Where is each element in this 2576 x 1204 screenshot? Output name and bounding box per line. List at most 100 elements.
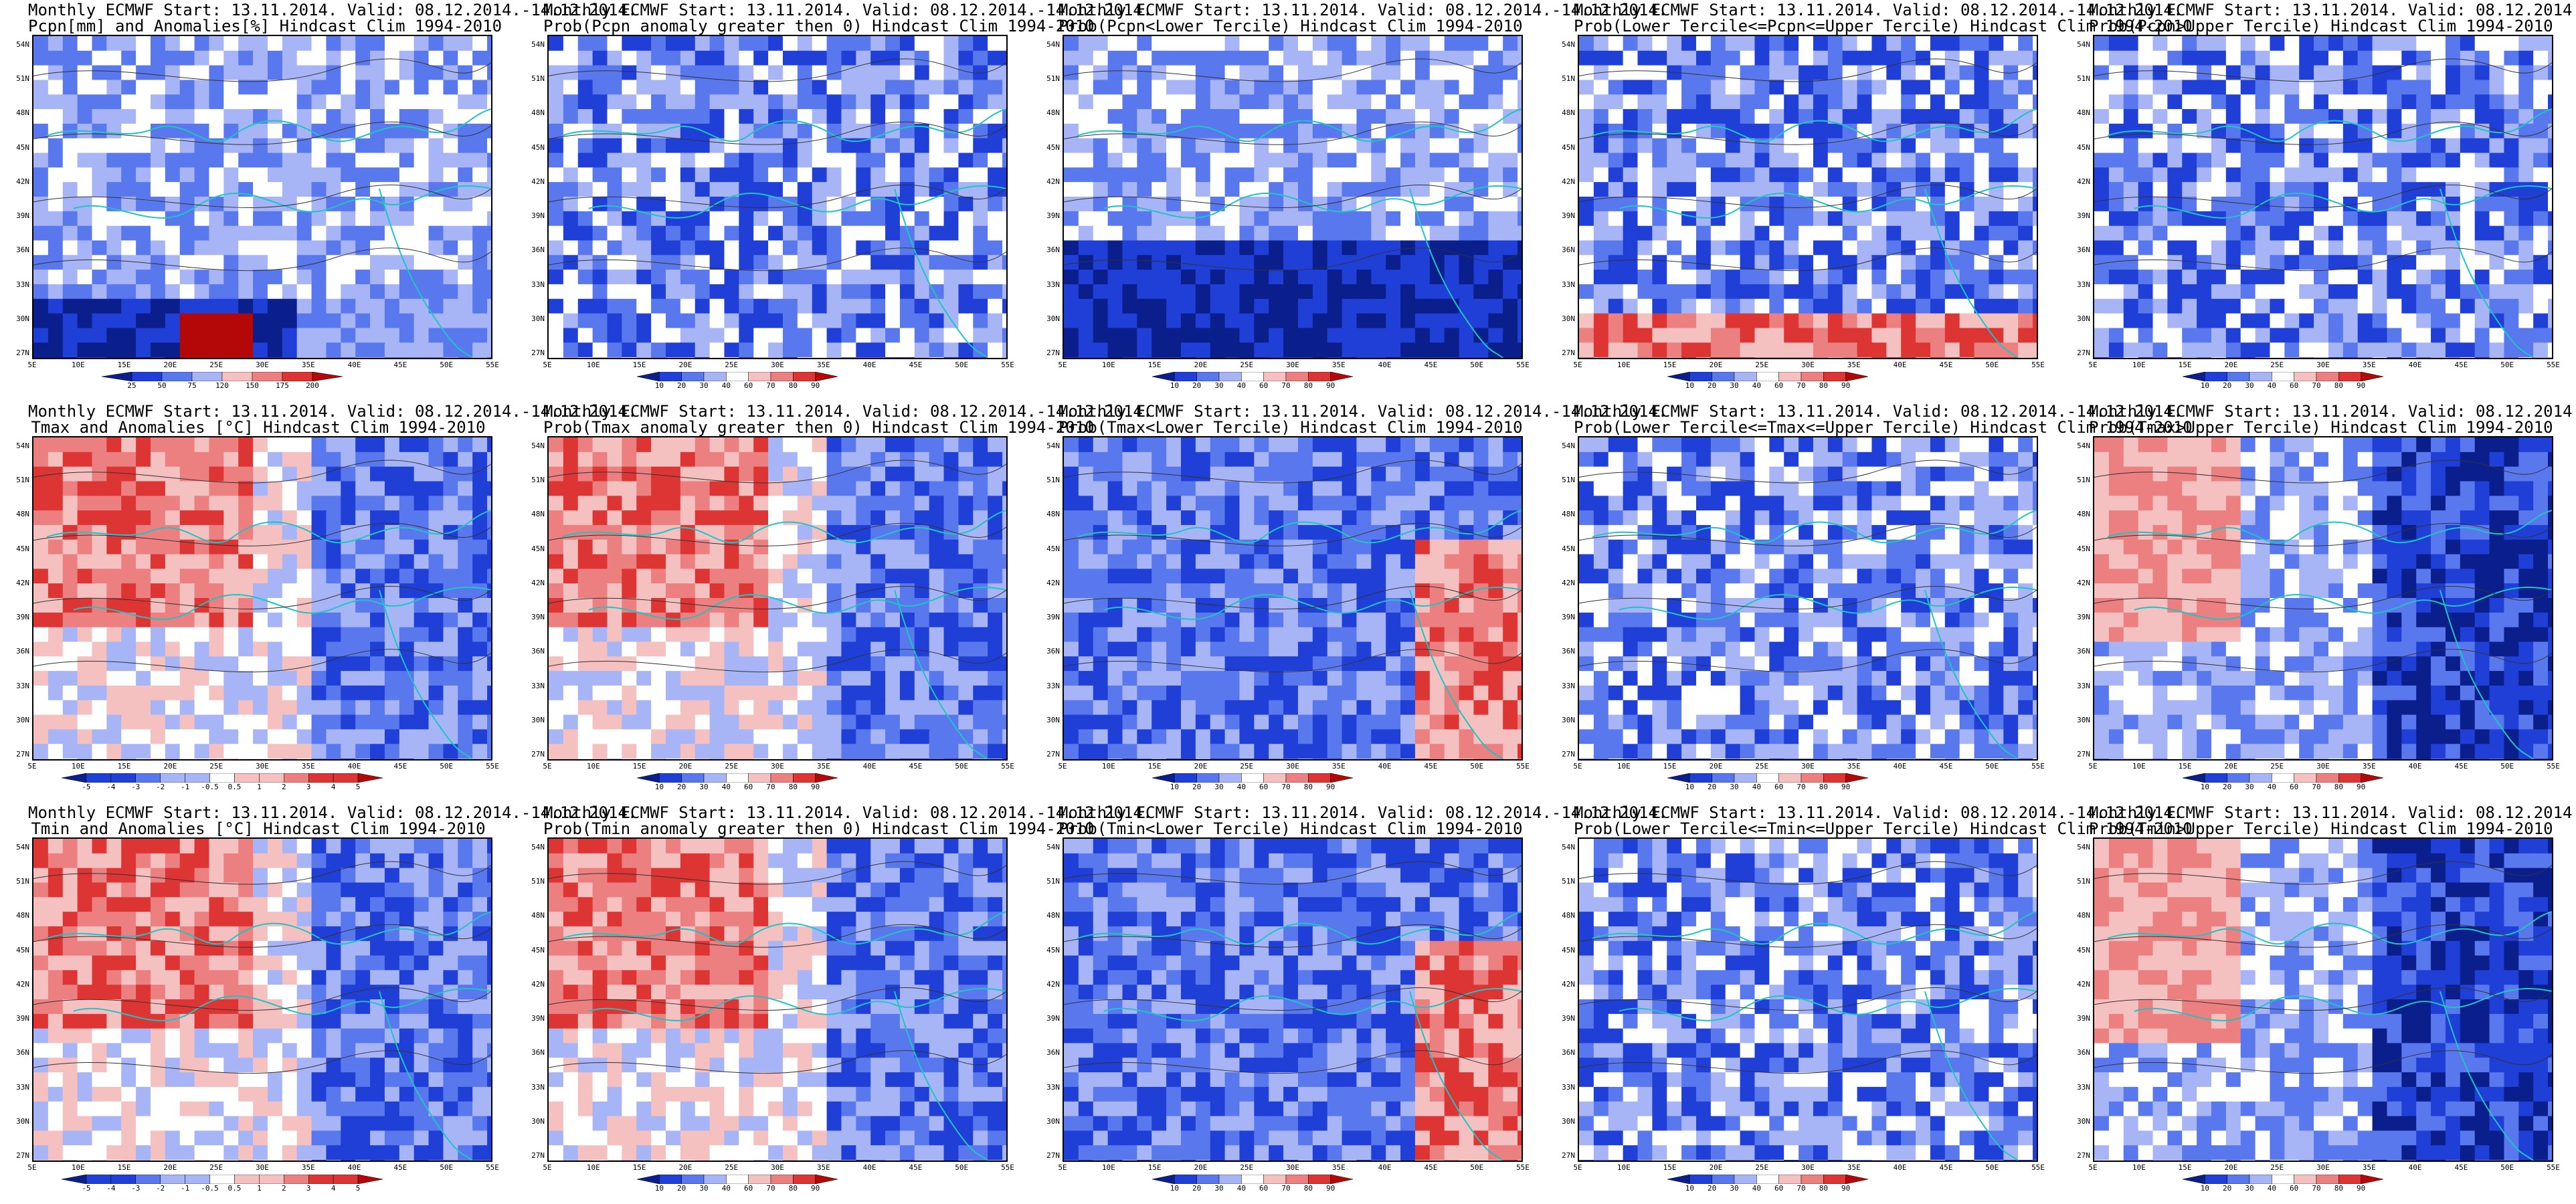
field-cell <box>2270 153 2286 169</box>
field-cell <box>1593 255 1609 271</box>
field-cell <box>194 729 210 745</box>
field-cell <box>2225 36 2241 52</box>
field-cell <box>2387 270 2403 285</box>
field-cell <box>472 554 488 570</box>
field-cell <box>1444 167 1460 183</box>
field-cell <box>1842 328 1858 344</box>
field-cell <box>1989 284 2005 300</box>
field-cell <box>1152 94 1168 110</box>
field-cell <box>1166 298 1182 314</box>
field-cell <box>384 342 400 358</box>
field-cell <box>943 284 959 300</box>
field-cell <box>2211 284 2227 300</box>
field-cell <box>428 328 444 344</box>
field-cell <box>607 524 623 540</box>
field-cell <box>1122 65 1138 81</box>
field-cell <box>2548 109 2552 124</box>
field-cell <box>2018 167 2034 183</box>
field-cell <box>1517 225 1522 241</box>
field-cell <box>1195 313 1211 329</box>
field-cell <box>413 569 430 585</box>
field-cell <box>1254 328 1270 344</box>
field-cell <box>136 539 151 555</box>
field-cell <box>267 153 283 169</box>
field-cell <box>1371 138 1387 154</box>
field-cell <box>384 466 400 482</box>
field-cell <box>1210 211 1226 227</box>
field-cell <box>1799 240 1814 256</box>
field-cell <box>296 627 312 643</box>
field-cell <box>1857 109 1873 124</box>
field-cell <box>753 313 769 329</box>
field-cell <box>563 225 579 241</box>
field-cell <box>768 539 784 555</box>
field-cell <box>797 153 813 169</box>
field-cell <box>1122 240 1138 256</box>
field-cell <box>2474 182 2490 197</box>
field-cell <box>223 225 240 241</box>
field-cell <box>223 466 240 482</box>
field-cell <box>1886 270 1902 285</box>
field-cell <box>326 510 342 526</box>
field-cell <box>856 328 872 344</box>
field-cell <box>355 612 371 628</box>
field-cell <box>296 123 312 139</box>
field-cell <box>1813 80 1829 96</box>
field-cell <box>1488 284 1504 300</box>
field-cell <box>988 466 1004 482</box>
field-cell <box>1327 240 1343 256</box>
field-cell <box>2108 225 2124 241</box>
field-cell <box>1652 328 1668 344</box>
field-cell <box>370 357 385 358</box>
field-cell <box>1784 298 1800 314</box>
field-cell <box>472 569 488 585</box>
colorbar-label: 10 <box>1685 381 1694 390</box>
field-cell <box>1710 36 1726 52</box>
field-cell <box>267 452 283 468</box>
field-cell <box>577 255 593 271</box>
colorbar-label: 20 <box>677 381 686 390</box>
field-cell <box>399 357 415 358</box>
field-cell <box>841 342 857 358</box>
field-cell <box>399 612 415 628</box>
coastline <box>2107 108 2552 358</box>
field-cell <box>2167 80 2183 96</box>
field-cell <box>62 714 78 730</box>
field-cell <box>1871 94 1888 110</box>
field-cell <box>973 284 989 300</box>
field-cell <box>1093 182 1109 197</box>
field-cell <box>179 65 195 81</box>
field-cell <box>2518 50 2535 66</box>
field-cell <box>592 211 608 227</box>
field-cell <box>282 714 298 730</box>
field-cell <box>1488 342 1504 358</box>
field-cell <box>958 167 974 183</box>
field-cell <box>2197 211 2212 227</box>
field-cell <box>929 109 945 124</box>
field-cell <box>209 496 225 512</box>
field-cell <box>1386 328 1402 344</box>
field-cell <box>753 481 769 497</box>
field-cell <box>458 138 474 154</box>
field-cell <box>1078 240 1094 256</box>
field-cell <box>282 437 298 453</box>
field-cell <box>2504 167 2520 183</box>
field-cell <box>1740 284 1756 300</box>
field-cell <box>1608 328 1624 344</box>
field-cell <box>1842 211 1858 227</box>
field-cell <box>636 270 652 285</box>
field-cell <box>1166 167 1182 183</box>
field-cell <box>1593 50 1609 66</box>
colorbar-label: 30 <box>1730 381 1739 390</box>
field-cell <box>2431 138 2446 154</box>
field-cell <box>2474 50 2490 66</box>
field-cell <box>1989 240 2005 256</box>
field-cell <box>1473 153 1489 169</box>
field-cell <box>856 539 872 555</box>
field-cell <box>48 496 64 512</box>
colorbar-label: -2 <box>156 783 165 791</box>
field-cell <box>487 270 491 285</box>
field-cell <box>384 671 400 686</box>
field-cell <box>33 138 49 154</box>
field-cell <box>2518 313 2535 329</box>
